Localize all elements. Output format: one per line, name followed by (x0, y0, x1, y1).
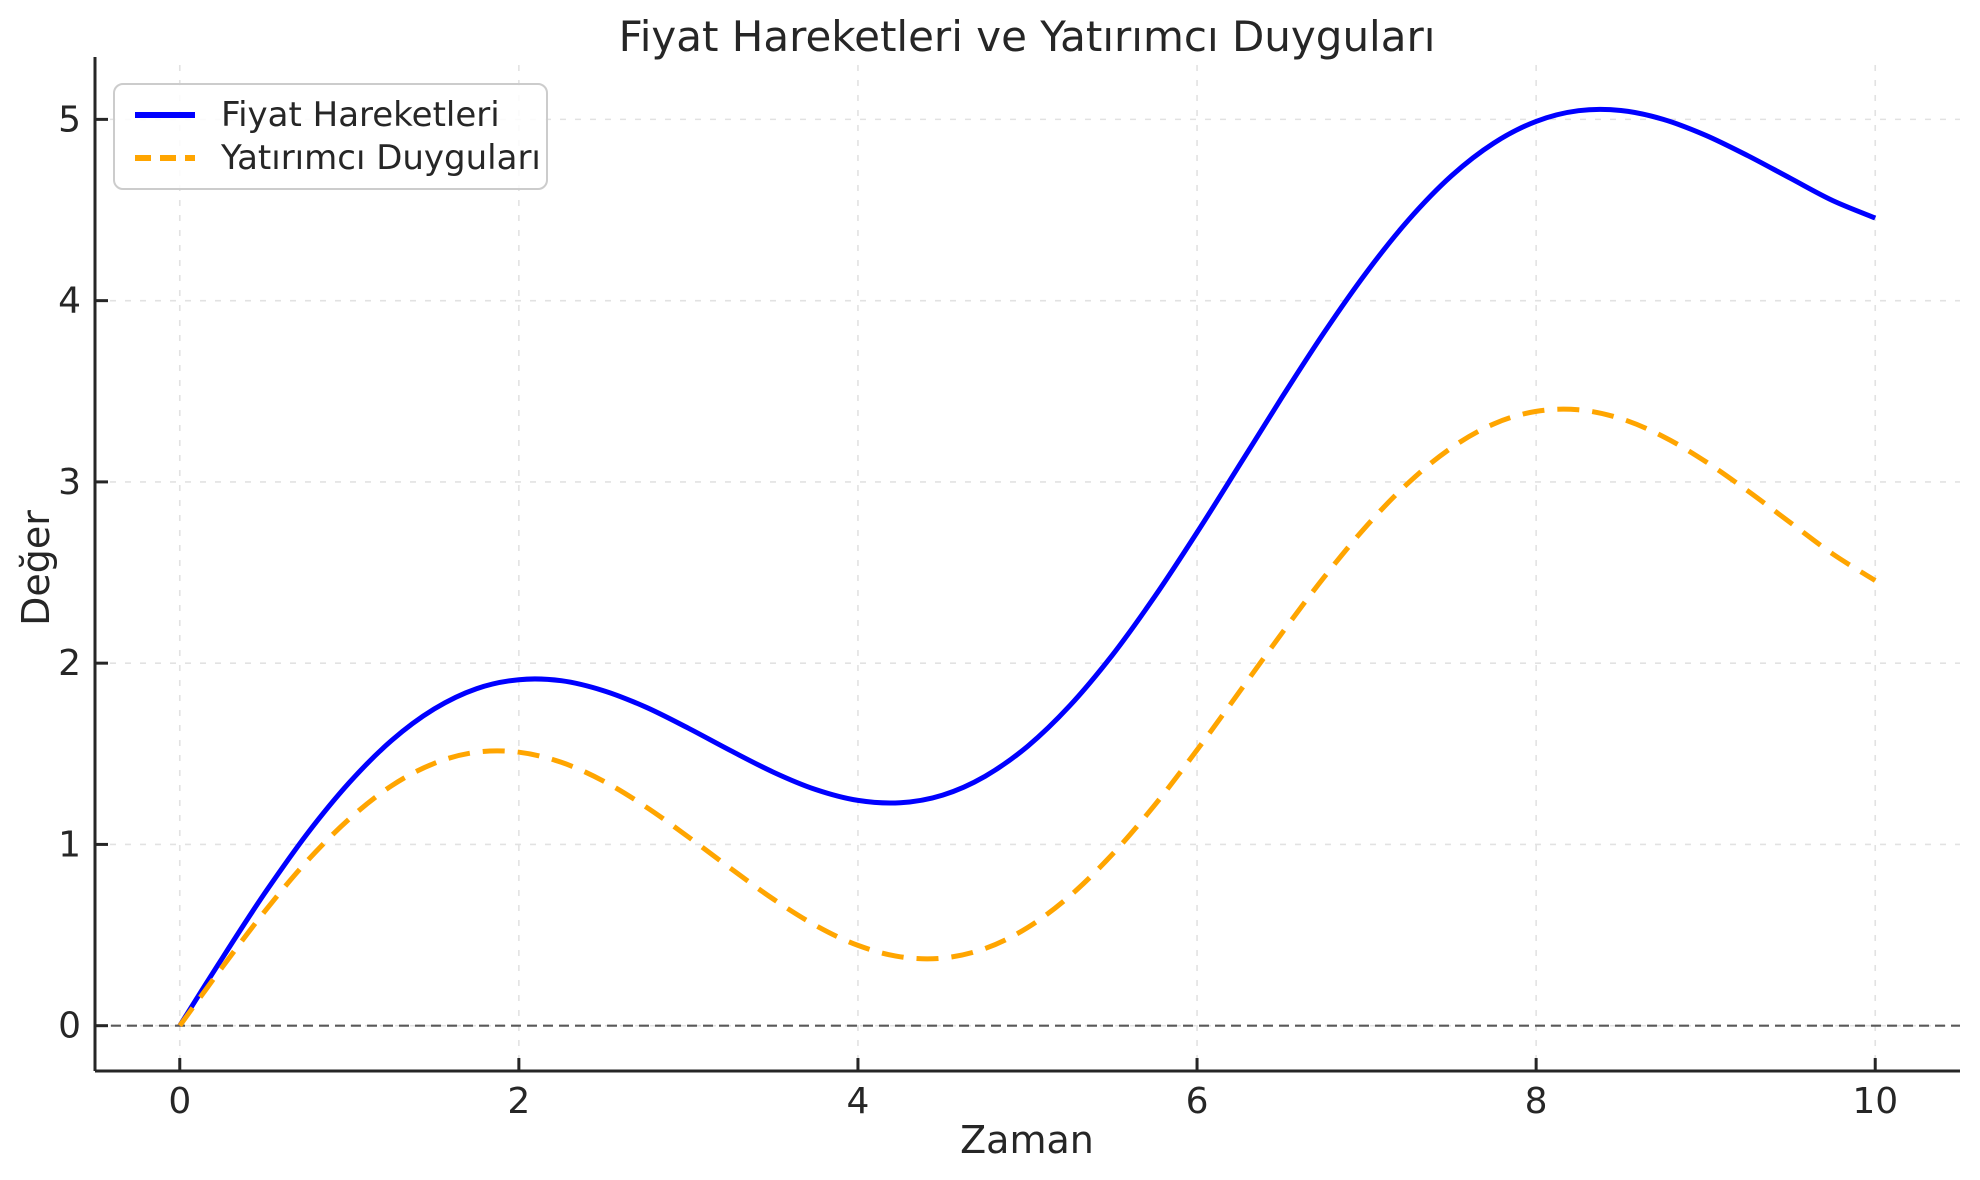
y-tick-label: 5 (58, 99, 81, 140)
y-tick-label: 2 (58, 643, 81, 684)
series-line-1 (177, 406, 1877, 1028)
x-tick-label: 4 (847, 1081, 870, 1122)
x-tick-label: 10 (1852, 1081, 1898, 1122)
x-axis-label: Zaman (960, 1118, 1094, 1162)
chart-title: Fiyat Hareketleri ve Yatırımcı Duyguları (618, 12, 1436, 61)
x-tick-label: 0 (168, 1081, 191, 1122)
y-axis-label: Değer (14, 510, 58, 626)
y-tick-label: 1 (58, 824, 81, 865)
solid-line-swatch-icon (135, 111, 195, 118)
legend-item-fiyat-hareketleri: Fiyat Hareketleri (133, 95, 528, 135)
x-tick-label: 6 (1186, 1081, 1209, 1122)
dashed-line-swatch-icon (135, 155, 195, 162)
y-tick-label: 0 (58, 1006, 81, 1047)
legend: Fiyat Hareketleri Yatırımcı Duyguları (113, 83, 548, 190)
x-tick-label: 8 (1525, 1081, 1548, 1122)
y-tick-label: 3 (58, 462, 81, 503)
legend-label: Fiyat Hareketleri (221, 94, 500, 135)
y-tick-label: 4 (58, 281, 81, 322)
series-line-0 (177, 106, 1877, 1028)
x-tick-label: 2 (507, 1081, 530, 1122)
legend-item-yatirimci-duygulari: Yatırımcı Duyguları (133, 138, 541, 178)
legend-label: Yatırımcı Duyguları (221, 138, 541, 179)
